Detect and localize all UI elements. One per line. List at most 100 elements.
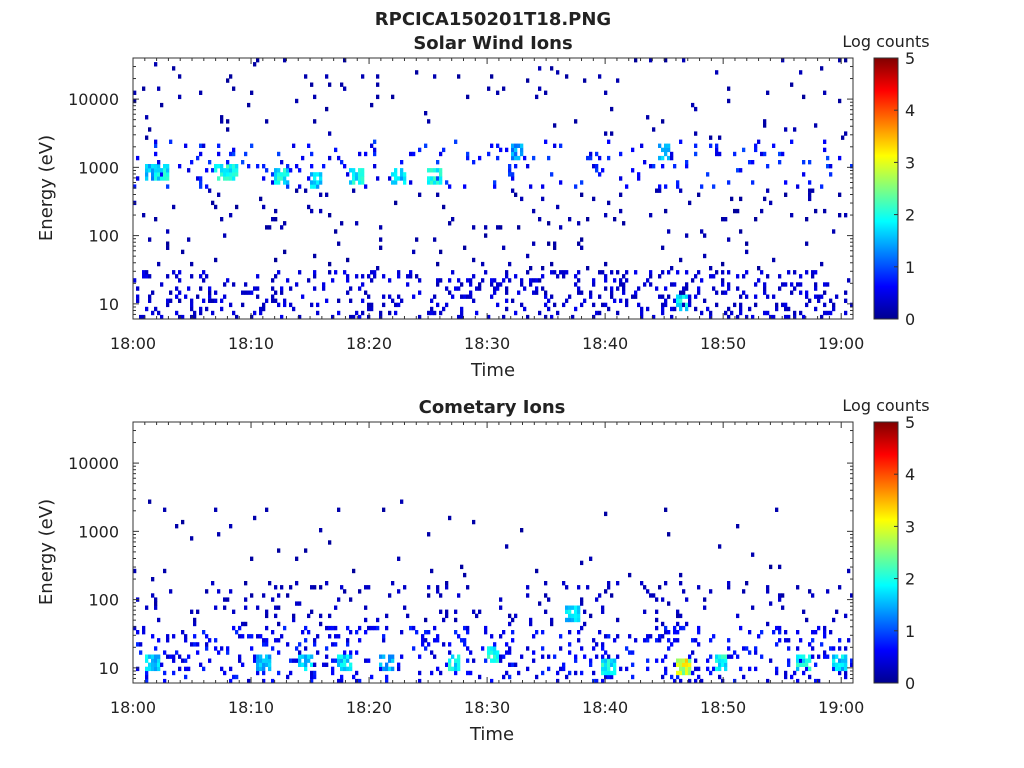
spectrogram-cell [328, 131, 332, 136]
spectrogram-cell [145, 164, 149, 169]
spectrogram-cell [685, 233, 689, 238]
spectrogram-cell [409, 270, 413, 275]
spectrogram-cell [163, 172, 167, 177]
spectrogram-cell [547, 241, 551, 246]
spectrogram-cell [631, 650, 635, 655]
spectrogram-cell [304, 188, 308, 193]
spectrogram-cell [670, 642, 674, 647]
spectrogram-cell [166, 176, 170, 181]
spectrogram-cell [232, 147, 236, 153]
spectrogram-cell [460, 310, 464, 316]
spectrogram-cell [250, 556, 254, 561]
spectrogram-cell [805, 666, 809, 672]
spectrogram-cell [661, 310, 665, 316]
spectrogram-cell [358, 678, 362, 684]
spectrogram-cell [757, 278, 761, 283]
spectrogram-cell [400, 172, 404, 177]
spectrogram-cell [280, 286, 284, 291]
spectrogram-cell [463, 638, 467, 643]
spectrogram-cell [157, 172, 161, 177]
spectrogram-cell [472, 658, 476, 663]
spectrogram-cell [619, 208, 623, 214]
spectrogram-cell [814, 678, 818, 684]
spectrogram-cell [358, 589, 362, 594]
spectrogram-cell [592, 164, 596, 169]
spectrogram-cell [370, 625, 374, 631]
spectrogram-cell [199, 310, 203, 316]
spectrogram-cell [358, 625, 362, 631]
spectrogram-cell [511, 176, 515, 181]
spectrogram-cell [211, 298, 215, 303]
spectrogram-cell [748, 160, 752, 165]
spectrogram-cell [307, 204, 311, 210]
spectrogram-cell [664, 143, 668, 148]
spectrogram-cell [544, 294, 548, 299]
spectrogram-cell [304, 658, 308, 663]
spectrogram-cell [199, 306, 203, 312]
spectrogram-cell [802, 609, 806, 614]
spectrogram-cell [190, 642, 194, 647]
spectrogram-cell [676, 658, 680, 663]
spectrogram-cell [223, 294, 227, 299]
spectrogram-cell [454, 617, 458, 623]
y-tick-label: 100 [88, 227, 119, 246]
spectrogram-cell [232, 151, 236, 157]
spectrogram-cell [583, 654, 587, 659]
spectrogram-cell [535, 278, 539, 283]
spectrogram-cell [328, 261, 332, 267]
spectrogram-cell [145, 658, 149, 663]
spectrogram-cell [247, 678, 251, 684]
spectrogram-cell [556, 670, 560, 676]
spectrogram-cell [592, 196, 596, 202]
spectrogram-cell [526, 585, 530, 590]
spectrogram-cell [721, 270, 725, 275]
y-axis-label: Energy (eV) [36, 499, 57, 605]
spectrogram-cell [550, 270, 554, 275]
spectrogram-cell [766, 90, 770, 95]
spectrogram-cell [358, 172, 362, 177]
spectrogram-cell [811, 274, 815, 279]
spectrogram-cell [280, 225, 284, 230]
spectrogram-cell [484, 625, 488, 631]
spectrogram-cell [601, 662, 605, 667]
spectrogram-cell [565, 585, 569, 590]
spectrogram-cell [742, 674, 746, 680]
spectrogram-cell [232, 172, 236, 177]
spectrogram-cell [673, 662, 677, 667]
spectrogram-cell [517, 670, 521, 676]
spectrogram-cell [214, 290, 218, 295]
spectrogram-cell [397, 176, 401, 181]
spectrogram-cell [508, 650, 512, 655]
spectrogram-cell [655, 617, 659, 623]
spectrogram-cell [613, 298, 617, 303]
spectrogram-cell [577, 241, 581, 246]
spectrogram-cell [694, 274, 698, 279]
spectrogram-cell [808, 188, 812, 193]
spectrogram-cell [709, 143, 713, 148]
spectrogram-cell [307, 278, 311, 283]
spectrogram-cell [835, 666, 839, 672]
spectrogram-cell [313, 172, 317, 177]
spectrogram-cell [142, 274, 146, 279]
spectrogram-cell [310, 585, 314, 590]
spectrogram-cell [400, 630, 404, 635]
spectrogram-cell [436, 666, 440, 672]
spectrogram-cell [514, 164, 518, 169]
spectrogram-cell [619, 666, 623, 672]
spectrogram-cell [139, 314, 143, 320]
spectrogram-cell [667, 630, 671, 635]
spectrogram-cell [832, 646, 836, 651]
spectrogram-cell [166, 638, 170, 643]
spectrogram-cell [784, 638, 788, 643]
spectrogram-cell [496, 155, 500, 161]
spectrogram-cell [682, 302, 686, 308]
spectrogram-cell [535, 290, 539, 295]
spectrogram-cell [517, 225, 521, 230]
spectrogram-cell [679, 666, 683, 672]
spectrogram-cell [349, 597, 353, 602]
spectrogram-cell [514, 151, 518, 157]
spectrogram-cell [265, 168, 269, 173]
spectrogram-cell [331, 278, 335, 283]
spectrogram-cell [256, 658, 260, 663]
spectrogram-cell [397, 556, 401, 561]
